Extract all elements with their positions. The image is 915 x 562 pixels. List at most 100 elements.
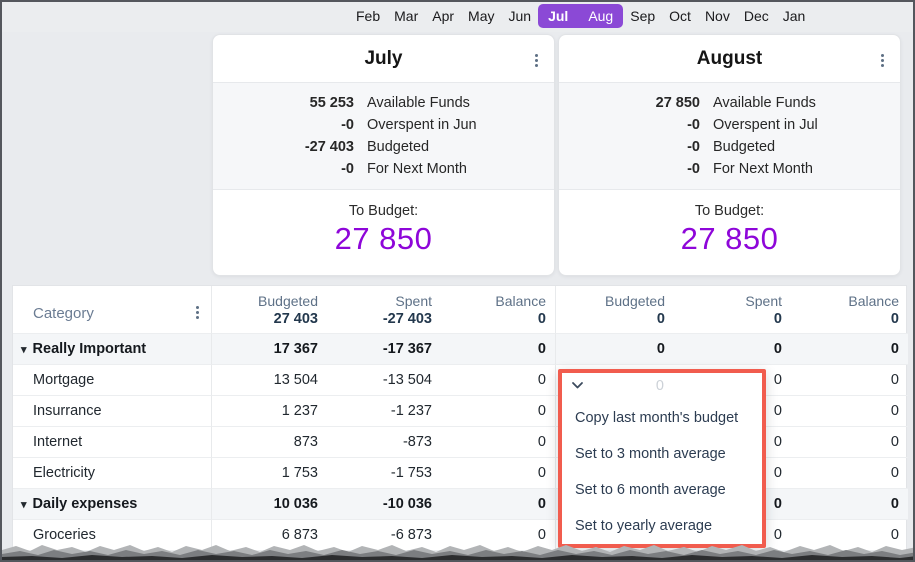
- balance-cell: 0: [791, 489, 908, 520]
- july-balance-header: Balance 0: [441, 286, 556, 334]
- category-group-cell[interactable]: ▾ Really Important: [13, 334, 212, 365]
- kebab-menu-icon[interactable]: [531, 50, 542, 71]
- to-budget-label: To Budget:: [694, 203, 765, 219]
- july-spent-header: Spent -27 403: [327, 286, 441, 334]
- month-tab-jun[interactable]: Jun: [508, 8, 532, 24]
- summary-label: Overspent in Jun: [367, 117, 477, 133]
- july-card-title: July: [364, 47, 403, 69]
- balance-cell: 0: [441, 520, 556, 551]
- table-header: Category Budgeted 27 403 Spent -27 403 B…: [13, 286, 908, 334]
- summary-row: -27 403 Budgeted: [213, 136, 554, 158]
- kebab-menu-icon[interactable]: [877, 50, 888, 71]
- month-card-august: August 27 850 Available Funds -0 Overspe…: [559, 35, 900, 275]
- july-card-header: July: [213, 35, 554, 82]
- table-row: Groceries 6 873 -6 873 0 0 0 0: [13, 520, 908, 551]
- july-summary: 55 253 Available Funds -0 Overspent in J…: [213, 82, 554, 190]
- balance-cell: 0: [791, 427, 908, 458]
- menu-item-copy-last-month[interactable]: Copy last month's budget: [575, 410, 739, 426]
- summary-label: Available Funds: [713, 95, 816, 111]
- spent-cell: -13 504: [327, 365, 441, 396]
- summary-label: Budgeted: [367, 139, 430, 155]
- spent-cell: -1 237: [327, 396, 441, 427]
- balance-cell: 0: [791, 365, 908, 396]
- spent-cell: 0: [674, 334, 791, 365]
- month-card-july: July 55 253 Available Funds -0 Overspent…: [213, 35, 554, 275]
- annotation-highlight-box: 0 Copy last month's budget Set to 3 mont…: [558, 369, 766, 548]
- column-label: Spent: [745, 293, 782, 309]
- month-tab-apr[interactable]: Apr: [432, 8, 455, 24]
- category-cell: Electricity: [13, 458, 212, 489]
- summary-row: -0 Overspent in Jun: [213, 114, 554, 136]
- to-budget-label: To Budget:: [348, 203, 419, 219]
- summary-value: 55 253: [309, 95, 354, 111]
- budget-dropdown-menu: Copy last month's budget Set to 3 month …: [562, 398, 762, 546]
- column-label: Balance: [495, 293, 546, 309]
- summary-label: Budgeted: [713, 139, 776, 155]
- july-budgeted-header: Budgeted 27 403: [212, 286, 327, 334]
- table-row: Insurrance 1 237 -1 237 0 0 0 0: [13, 396, 908, 427]
- month-tab-mar[interactable]: Mar: [394, 8, 419, 24]
- balance-cell: 0: [791, 520, 908, 551]
- budget-cell-with-dropdown[interactable]: 0: [562, 373, 762, 398]
- august-card-title: August: [696, 47, 763, 69]
- to-budget-value: 27 850: [680, 221, 779, 256]
- month-tab-jul[interactable]: Jul: [548, 8, 569, 24]
- budgeted-cell[interactable]: 873: [212, 427, 327, 458]
- chevron-down-icon[interactable]: [571, 381, 584, 390]
- column-total: 0: [656, 311, 665, 327]
- budgeted-cell[interactable]: 1 237: [212, 396, 327, 427]
- menu-item-3-month-average[interactable]: Set to 3 month average: [575, 446, 726, 462]
- august-balance-header: Balance 0: [791, 286, 908, 334]
- summary-value: 27 850: [655, 95, 700, 111]
- month-tab-feb[interactable]: Feb: [356, 8, 381, 24]
- menu-item-6-month-average[interactable]: Set to 6 month average: [575, 482, 726, 498]
- month-nav: Feb Mar Apr May Jun Jul Aug Sep Oct Nov …: [349, 4, 812, 28]
- column-total: 27 403: [273, 311, 318, 327]
- category-cell: Internet: [13, 427, 212, 458]
- category-cell: Insurrance: [13, 396, 212, 427]
- kebab-menu-icon[interactable]: [192, 302, 203, 323]
- group-name: Really Important: [32, 341, 147, 357]
- budgeted-cell[interactable]: 13 504: [212, 365, 327, 396]
- summary-row: -0 For Next Month: [213, 158, 554, 180]
- august-spent-header: Spent 0: [674, 286, 791, 334]
- balance-cell: 0: [791, 396, 908, 427]
- balance-cell: 0: [441, 427, 556, 458]
- balance-cell: 0: [441, 458, 556, 489]
- month-tab-sep[interactable]: Sep: [630, 8, 656, 24]
- month-tab-aug[interactable]: Aug: [588, 8, 614, 24]
- month-tab-jan[interactable]: Jan: [782, 8, 806, 24]
- month-tab-dec[interactable]: Dec: [743, 8, 769, 24]
- category-group-cell[interactable]: ▾ Daily expenses: [13, 489, 212, 520]
- budgeted-cell[interactable]: 6 873: [212, 520, 327, 551]
- month-tab-nov[interactable]: Nov: [704, 8, 730, 24]
- category-header-label: Category: [33, 304, 94, 322]
- august-summary: 27 850 Available Funds -0 Overspent in J…: [559, 82, 900, 190]
- budget-table: Category Budgeted 27 403 Spent -27 403 B…: [12, 285, 908, 551]
- summary-value: -0: [687, 139, 700, 155]
- menu-item-yearly-average[interactable]: Set to yearly average: [575, 518, 713, 534]
- budgeted-cell[interactable]: 1 753: [212, 458, 327, 489]
- month-tab-oct[interactable]: Oct: [669, 8, 691, 24]
- budgeted-cell: 0: [556, 334, 674, 365]
- column-total: -27 403: [382, 311, 432, 327]
- summary-row: -0 For Next Month: [559, 158, 900, 180]
- summary-value: -0: [341, 117, 354, 133]
- table-row: Mortgage 13 504 -13 504 0 0 0 0: [13, 365, 908, 396]
- table-body: ▾ Really Important 17 367 -17 367 0 0 0 …: [13, 334, 908, 551]
- column-total: 0: [773, 311, 782, 327]
- column-label: Budgeted: [258, 293, 318, 309]
- month-tab-may[interactable]: May: [468, 8, 495, 24]
- summary-label: For Next Month: [367, 161, 467, 177]
- summary-row: 55 253 Available Funds: [213, 92, 554, 114]
- balance-cell: 0: [441, 396, 556, 427]
- summary-value: -27 403: [304, 139, 354, 155]
- category-cell: Groceries: [13, 520, 212, 551]
- spent-cell: -873: [327, 427, 441, 458]
- collapse-triangle-icon[interactable]: ▾: [21, 343, 27, 356]
- month-nav-bar: Feb Mar Apr May Jun Jul Aug Sep Oct Nov …: [2, 2, 913, 32]
- summary-label: For Next Month: [713, 161, 813, 177]
- budgeted-cell: 17 367: [212, 334, 327, 365]
- collapse-triangle-icon[interactable]: ▾: [21, 498, 27, 511]
